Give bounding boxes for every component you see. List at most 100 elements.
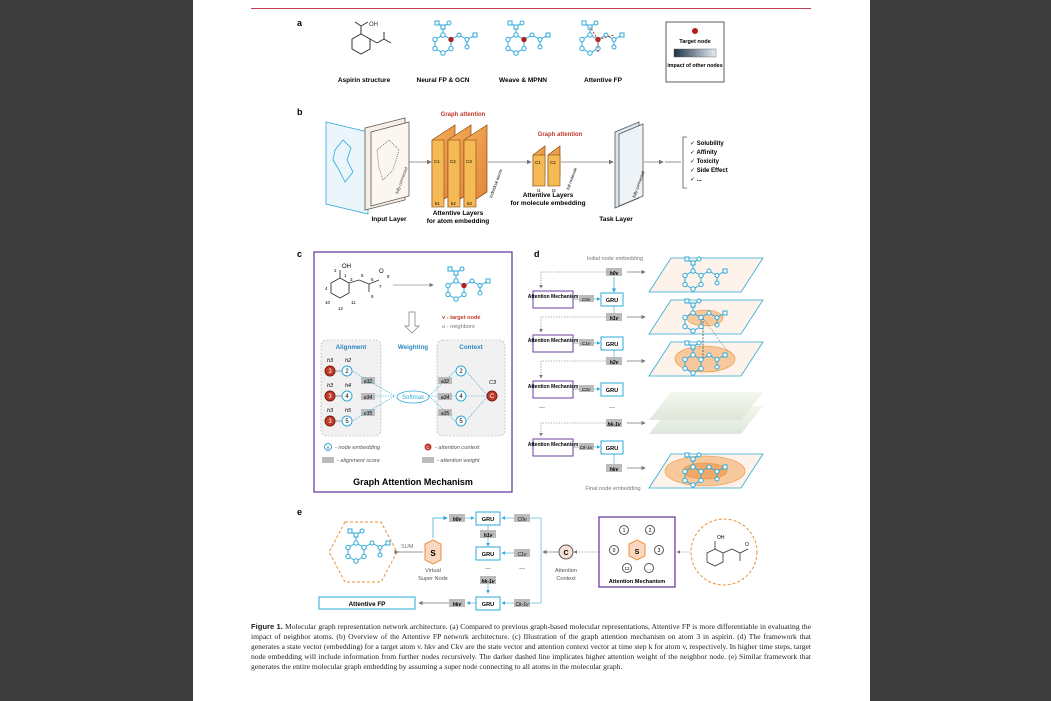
svg-text:3: 3 xyxy=(328,369,332,375)
atom-number: 10 xyxy=(325,300,331,305)
oh-label-e: OH xyxy=(717,535,725,541)
document-page: a OH Aspirin structure N xyxy=(193,0,870,701)
svg-text:C: C xyxy=(490,394,495,400)
gru-chain: h0v Attention Mechanism C0v GRU h1v Atte… xyxy=(528,268,646,473)
legend-node-embedding: - node embedding xyxy=(335,445,381,451)
graph-attention-label-2: Graph attention xyxy=(538,132,583,138)
context-node xyxy=(486,390,498,402)
super-node-s: S xyxy=(635,549,640,556)
input-layer-label: Input Layer xyxy=(371,216,407,223)
figure-caption: Figure 1. Molecular graph representation… xyxy=(251,622,811,672)
c1-label: C1 xyxy=(434,159,440,164)
target-node-c xyxy=(461,282,467,289)
output-toxicity: ✓ Toxicity xyxy=(690,159,720,165)
panel-e: e SUM S Virtual Super Node h0v GRU C0v h… xyxy=(297,507,758,611)
h-state: hkv xyxy=(453,602,463,608)
attention-mechanism-frame xyxy=(313,251,513,493)
svg-text:4: 4 xyxy=(459,394,463,400)
svg-text:3: 3 xyxy=(328,419,332,425)
svg-text:5: 5 xyxy=(345,419,349,425)
h-label: h2 xyxy=(345,358,351,364)
aspirin-oh: OH xyxy=(369,22,378,28)
gru-box: GRU xyxy=(606,298,618,304)
gru-label: GRU xyxy=(482,517,494,523)
initial-embedding-label: Initial node embedding xyxy=(587,256,643,262)
output-side-effect: ✓ Side Effect xyxy=(690,168,728,174)
molecule-graph-c xyxy=(445,266,491,302)
c-state: Ck-1v xyxy=(580,445,593,451)
aspirin-numbered xyxy=(330,270,380,299)
gru-label: GRU xyxy=(482,602,494,608)
svg-text:4: 4 xyxy=(345,394,349,400)
attention-context-c: C xyxy=(563,550,568,557)
molecule-circle xyxy=(690,518,758,586)
target-node-marker xyxy=(448,36,454,43)
aspirin-structure xyxy=(351,21,392,55)
node-number: 1 xyxy=(623,528,626,534)
neighbors-label: u - neighbors xyxy=(442,324,475,330)
h-state: h1v xyxy=(610,316,620,322)
o-label: O xyxy=(379,269,384,275)
label-neural-fp: Neural FP & GCN xyxy=(417,77,470,84)
molecule-graph-e xyxy=(345,528,391,564)
molecule-hexagon xyxy=(328,521,398,583)
h-state: h2v xyxy=(610,360,620,366)
figure-1: a OH Aspirin structure N xyxy=(297,18,764,611)
target-node-label: v - target node xyxy=(442,315,481,321)
mol-layer-t1 xyxy=(532,154,546,187)
a-label: a32 xyxy=(441,379,450,385)
h-label: h3 xyxy=(327,383,334,389)
super-node-label: Super Node xyxy=(418,576,448,582)
attentive-fp-label: Attentive FP xyxy=(349,601,386,608)
task-layer-label: Task Layer xyxy=(599,216,633,223)
panel-a-letter: a xyxy=(297,18,303,28)
virtual-super-node xyxy=(424,539,442,565)
h-label: h3 xyxy=(327,408,334,414)
gru-box: GRU xyxy=(606,342,618,348)
attention-edge xyxy=(589,26,599,40)
label-attentive-fp: Attentive FP xyxy=(584,77,623,84)
node-number: 0 xyxy=(613,548,616,554)
k1-label: k1 xyxy=(435,201,440,206)
softmax-node xyxy=(396,390,430,404)
molecule-neural-fp xyxy=(432,20,478,56)
final-embedding-label: Final node embedding xyxy=(585,486,640,492)
h-state: h0v xyxy=(453,517,463,523)
gru-box: GRU xyxy=(606,446,618,452)
molecule-weave xyxy=(505,20,551,56)
label-weave: Weave & MPNN xyxy=(499,77,547,84)
atom-number: 9 xyxy=(371,294,374,299)
attention-mechanism-box: Attention Mechanism xyxy=(528,338,579,344)
super-node-s: S xyxy=(430,549,436,558)
node-number: 2 xyxy=(649,528,652,534)
alignment-scores: e32 e34 e35 xyxy=(361,377,375,417)
ellipsis: ... xyxy=(485,564,491,571)
c-state: C1v xyxy=(582,341,591,347)
output-solubility: ✓ Solubility xyxy=(690,141,724,147)
node-number: ... xyxy=(647,566,651,571)
h-label: h5 xyxy=(345,408,352,414)
mol-layers-label-1: Attentive Layers xyxy=(523,192,574,199)
panel-a: a OH Aspirin structure N xyxy=(297,18,725,84)
virtual-label: Virtual xyxy=(425,568,441,574)
c-state: C1v xyxy=(518,552,527,558)
c-state: C0v xyxy=(518,517,527,523)
ellipsis: ... xyxy=(519,564,525,571)
atom-number: 4 xyxy=(325,286,328,291)
t1-label: t1 xyxy=(537,188,541,193)
target-node-legend xyxy=(692,28,698,34)
svg-text:v: v xyxy=(327,445,330,450)
gru-box: GRU xyxy=(606,388,618,394)
mol-c2-label: C2 xyxy=(550,160,556,165)
legend-target: Target node xyxy=(679,39,711,45)
gru-box-e xyxy=(475,596,501,611)
atom-number: 7 xyxy=(379,284,382,289)
h-state: h1v xyxy=(484,533,494,539)
h-state: hk-1v xyxy=(481,579,495,585)
node-number: 3 xyxy=(658,548,661,554)
legend-box: Target node impact of other nodes xyxy=(665,21,725,83)
panel-b-letter: b xyxy=(297,107,303,117)
full-molecule-label: full molecule xyxy=(565,166,578,190)
attention-mechanism-box: Attention Mechanism xyxy=(528,294,579,300)
attentive-fp-output xyxy=(318,596,416,610)
